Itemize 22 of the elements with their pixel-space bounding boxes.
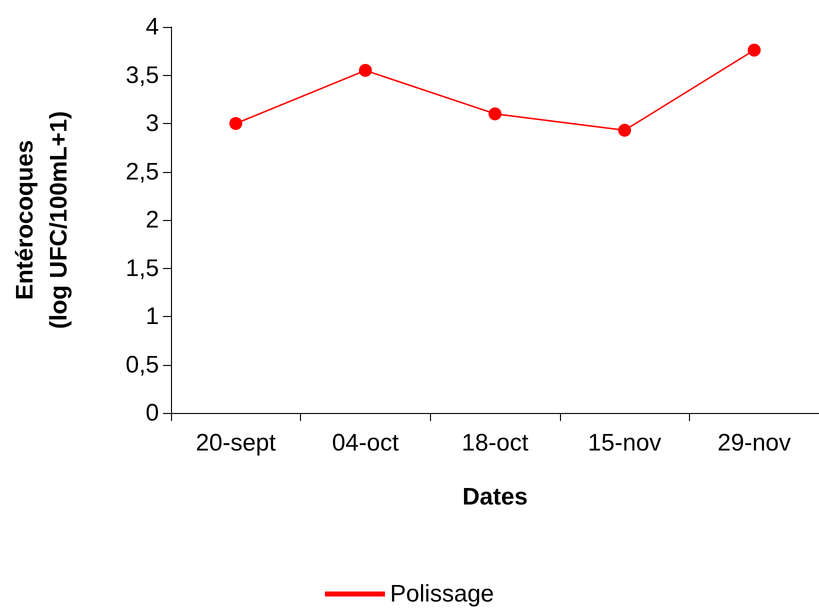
- point: [229, 117, 242, 130]
- point: [488, 107, 502, 120]
- point: [618, 124, 632, 137]
- x-tick-label: 18-oct: [462, 430, 529, 456]
- y-axis-title: Entérocoques (log UFC/100mL+1): [12, 110, 72, 330]
- x-tick-label: 04-oct: [332, 430, 400, 456]
- y-tick-label: 3: [146, 110, 159, 137]
- x-tick-label: 15-nov: [588, 430, 662, 456]
- point: [358, 64, 372, 77]
- y-tick-label: 4: [146, 14, 159, 40]
- y-tick-label: 2,5: [126, 158, 159, 186]
- y-tick-label: 0: [146, 400, 159, 426]
- x-tick-label: 20-sept: [196, 430, 276, 456]
- point: [748, 44, 761, 57]
- x-tick-label: 29-nov: [718, 430, 791, 456]
- y-tick-label: 0,5: [126, 351, 159, 378]
- y-tick-label: 1: [146, 303, 159, 330]
- x-axis-title: Dates: [462, 484, 528, 510]
- y-tick-label: 2: [146, 206, 159, 234]
- y-tick-label: 1,5: [126, 254, 159, 282]
- legend-label: Polissage: [390, 580, 494, 608]
- y-tick-label: 3,5: [126, 62, 159, 89]
